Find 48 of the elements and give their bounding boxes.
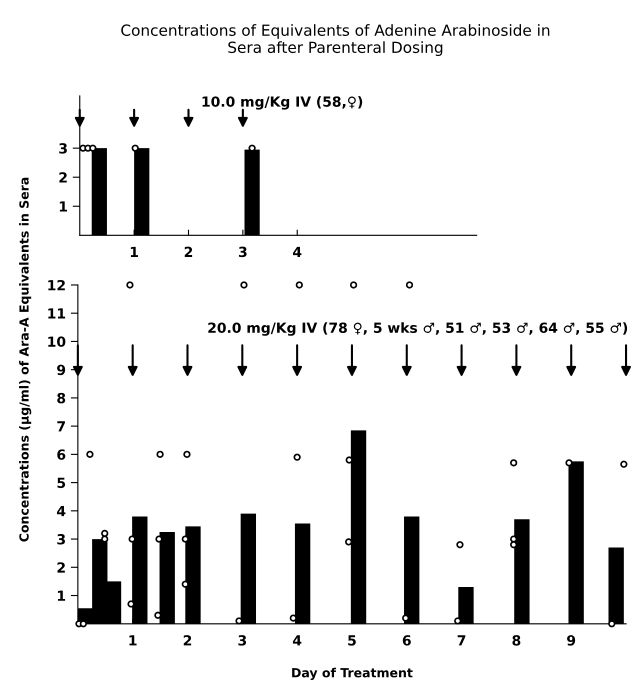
- x-tick-label: 3: [238, 246, 247, 258]
- point: [294, 454, 301, 461]
- x-tick-label: 2: [184, 246, 192, 257]
- point: [620, 460, 628, 468]
- point: [350, 281, 358, 289]
- y-tick-label: 9: [57, 364, 66, 376]
- point: [406, 281, 414, 289]
- point: [86, 450, 94, 458]
- y-tick-label: 3: [59, 143, 67, 154]
- x-tick-label: 9: [567, 635, 576, 646]
- x-tick-label: 1: [129, 635, 137, 646]
- x-tick-label: 2: [184, 635, 192, 646]
- point: [456, 541, 464, 548]
- x-tick-label: 8: [512, 635, 520, 646]
- chart-title: Concentrations of Equivalents of Adenine Arabinoside in Sera after Parenteral Dosing: [121, 24, 550, 56]
- y-tick-label: 5: [57, 478, 66, 488]
- point: [156, 450, 164, 458]
- x-tick-label: 1: [130, 246, 138, 257]
- x-tick-label: 3: [238, 635, 246, 646]
- annotation: 20.0 mg/Kg IV (78 ♀, 5 wks ♂, 51 ♂, 53 ♂, 64 ♂, 55 ♂): [208, 322, 628, 336]
- point: [240, 281, 248, 289]
- point: [510, 459, 518, 466]
- point: [296, 281, 303, 289]
- y-axis-title: Concentrations (µg/ml) of Ara-A Equivalents in Sera: [19, 178, 32, 542]
- x-tick-label: 4: [293, 246, 302, 257]
- y-tick-label: 7: [57, 421, 65, 432]
- y-tick-label: 12: [48, 280, 65, 290]
- point: [183, 450, 191, 458]
- y-tick-label: 2: [59, 172, 67, 182]
- x-tick-label: 5: [348, 635, 356, 646]
- x-tick-label: 7: [458, 635, 466, 646]
- y-tick-label: 1: [58, 590, 66, 601]
- y-tick-label: 2: [57, 562, 65, 573]
- point: [126, 281, 134, 289]
- point: [101, 535, 108, 543]
- annotation: 10.0 mg/Kg IV (58,♀): [202, 96, 362, 110]
- point: [101, 530, 108, 538]
- y-tick-label: 3: [57, 534, 65, 545]
- x-tick-label: 4: [292, 635, 302, 646]
- y-tick-label: 6: [57, 449, 66, 460]
- y-tick-label: 4: [57, 506, 66, 516]
- y-tick-label: 11: [48, 308, 66, 318]
- y-tick-label: 10: [48, 336, 66, 347]
- y-tick-label: 8: [57, 392, 66, 404]
- y-tick-label: 1: [60, 201, 67, 212]
- point: [565, 459, 573, 466]
- x-axis-title: Day of Treatment: [292, 668, 413, 680]
- x-tick-label: 6: [402, 635, 411, 646]
